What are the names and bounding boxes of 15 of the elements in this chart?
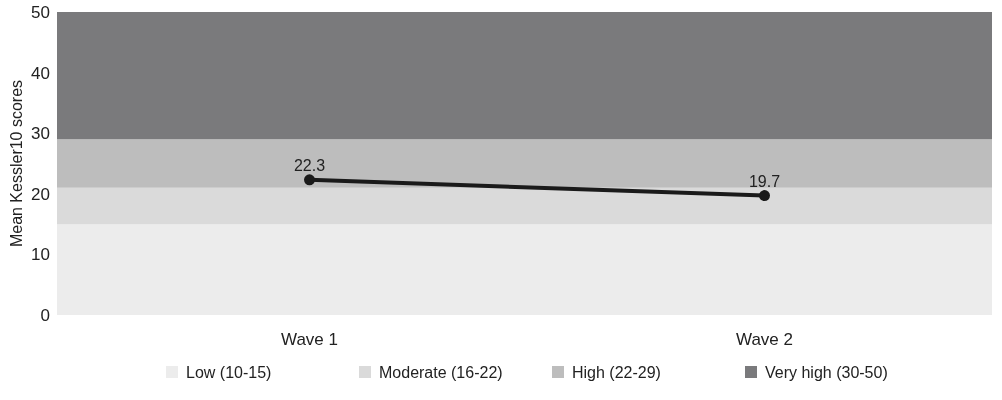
y-axis-title: Mean Kessler10 scores	[8, 79, 25, 248]
y-tick-label: 50	[31, 3, 50, 22]
legend-label: Moderate (16-22)	[379, 364, 503, 381]
legend-label: Very high (30-50)	[765, 364, 888, 381]
y-tick-label: 20	[31, 184, 50, 204]
data-label: 22.3	[293, 156, 326, 174]
y-tick-label: 30	[31, 124, 50, 144]
y-tick-label: 0	[40, 306, 50, 325]
legend-label: Low (10-15)	[186, 364, 272, 381]
data-label: 19.7	[748, 172, 781, 190]
y-tick-label: 10	[31, 245, 50, 265]
y-tick-label: 40	[31, 63, 50, 83]
x-tick-label: Wave 2	[735, 330, 794, 349]
x-tick-label: Wave 1	[280, 330, 339, 349]
legend-label: High (22-29)	[572, 364, 661, 381]
